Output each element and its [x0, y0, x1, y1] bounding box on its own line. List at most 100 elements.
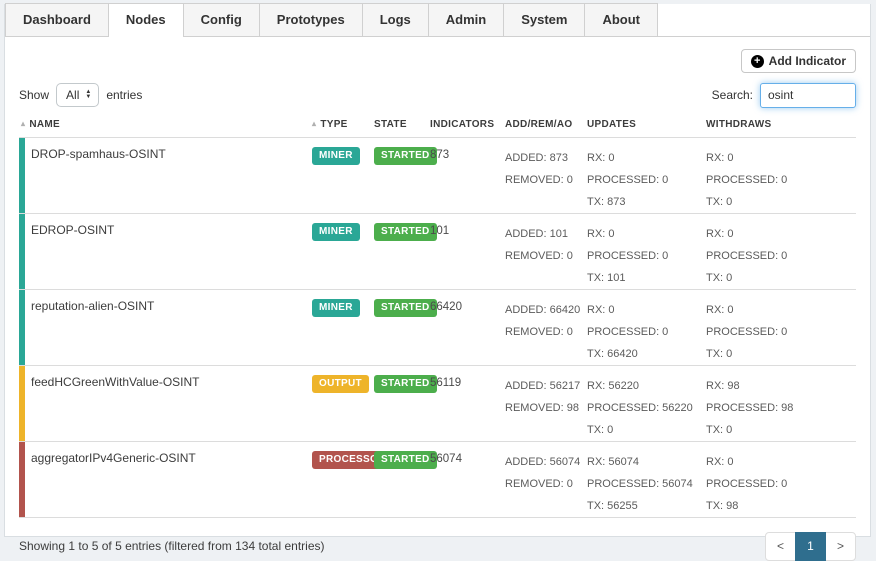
toolbar: + Add Indicator [19, 37, 856, 75]
withdraws-stat: PROCESSED: 98 [706, 402, 794, 414]
pagination-page-1-button[interactable]: 1 [795, 531, 826, 561]
node-type-color-bar [19, 442, 25, 517]
node-type-color-bar [19, 138, 25, 213]
column-header-indicators[interactable]: INDICATORS [430, 113, 505, 138]
withdraws-stat: PROCESSED: 0 [706, 250, 788, 262]
column-header-updates[interactable]: UPDATES [587, 113, 706, 138]
updates-stat: TX: 873 [587, 196, 626, 208]
pagination-prev-button[interactable]: < [765, 531, 796, 561]
column-label: ADD/REM/AO [505, 119, 573, 130]
node-name[interactable]: EDROP-OSINT [31, 223, 115, 237]
column-label: TYPE [320, 119, 348, 130]
withdraws-stat: TX: 0 [706, 424, 733, 436]
node-state-badge: STARTED [374, 299, 437, 317]
tab-logs[interactable]: Logs [361, 3, 429, 36]
indicators-count: 101 [430, 213, 505, 290]
nodes-table: ▴ NAME ▴ TYPE STATE INDICATORS ADD/REM/AO UPDAT… [19, 113, 856, 518]
add-rem-stat: REMOVED: 0 [505, 174, 573, 186]
table-footer: Showing 1 to 5 of 5 entries (filtered fr… [19, 531, 856, 561]
withdraws-stat: RX: 98 [706, 380, 740, 392]
add-indicator-label: Add Indicator [768, 54, 846, 68]
updates-stat: RX: 0 [587, 304, 615, 316]
column-header-name[interactable]: ▴ NAME [19, 113, 312, 138]
sort-asc-icon: ▴ [21, 119, 26, 128]
tab-config[interactable]: Config [182, 3, 260, 36]
add-rem-stat: ADDED: 66420 [505, 304, 581, 316]
column-label: NAME [29, 119, 60, 130]
tab-system[interactable]: System [503, 3, 586, 36]
column-header-withdraws[interactable]: WITHDRAWS [706, 113, 856, 138]
withdraws-stat: TX: 98 [706, 500, 739, 512]
column-header-state[interactable]: STATE [374, 113, 430, 138]
node-name[interactable]: feedHCGreenWithValue-OSINT [31, 375, 200, 389]
add-rem-stat: ADDED: 56074 [505, 456, 581, 468]
add-rem-stat: ADDED: 873 [505, 152, 568, 164]
page-length-value: All [66, 88, 80, 102]
updates-stat: RX: 0 [587, 228, 615, 240]
search-control: Search: [711, 82, 856, 108]
entries-label: entries [106, 88, 143, 102]
updates-stat: RX: 56220 [587, 380, 639, 392]
column-label: UPDATES [587, 119, 637, 130]
search-label: Search: [711, 88, 753, 102]
tab-prototypes[interactable]: Prototypes [258, 3, 363, 36]
node-name[interactable]: aggregatorIPv4Generic-OSINT [31, 451, 196, 465]
page-length-control: Show All ▲ ▼ entries [19, 83, 142, 107]
column-header-type[interactable]: ▴ TYPE [312, 113, 374, 138]
updates-stat: PROCESSED: 56074 [587, 478, 693, 490]
tab-dashboard[interactable]: Dashboard [5, 3, 109, 36]
updates-stat: PROCESSED: 0 [587, 174, 669, 186]
entries-summary: Showing 1 to 5 of 5 entries (filtered fr… [19, 539, 325, 553]
node-type-badge: PROCESSOR [312, 451, 393, 469]
table-row: reputation-alien-OSINT MINER STARTED 66420 A… [19, 289, 856, 366]
tab-about[interactable]: About [584, 3, 659, 36]
node-name[interactable]: reputation-alien-OSINT [31, 299, 155, 313]
add-rem-stat: REMOVED: 0 [505, 478, 573, 490]
table-row: aggregatorIPv4Generic-OSINT PROCESSOR STAR… [19, 441, 856, 518]
node-state-badge: STARTED [374, 223, 437, 241]
add-indicator-button[interactable]: + Add Indicator [740, 49, 856, 73]
node-type-badge: OUTPUT [312, 375, 369, 393]
column-header-add-rem-ao[interactable]: ADD/REM/AO [505, 113, 587, 138]
search-input[interactable] [760, 82, 856, 108]
updates-stat: TX: 101 [587, 272, 626, 284]
updates-stat: TX: 0 [587, 424, 614, 436]
page-length-select[interactable]: All ▲ ▼ [56, 83, 100, 107]
indicators-count: 56119 [430, 365, 505, 442]
node-state-badge: STARTED [374, 147, 437, 165]
plus-circle-icon: + [750, 54, 764, 68]
withdraws-stat: RX: 0 [706, 304, 734, 316]
tab-admin[interactable]: Admin [427, 3, 505, 36]
tab-nodes[interactable]: Nodes [107, 3, 184, 37]
updates-stat: TX: 56255 [587, 500, 638, 512]
node-state-badge: STARTED [374, 375, 437, 393]
column-label: STATE [374, 119, 407, 130]
table-row: EDROP-OSINT MINER STARTED 101 ADDED: 101 REMO… [19, 213, 856, 290]
withdraws-stat: TX: 0 [706, 196, 733, 208]
withdraws-stat: TX: 0 [706, 348, 733, 360]
add-rem-stat: REMOVED: 98 [505, 402, 579, 414]
withdraws-stat: RX: 0 [706, 456, 734, 468]
node-type-badge: MINER [312, 299, 360, 317]
node-type-color-bar [19, 290, 25, 365]
updates-stat: RX: 56074 [587, 456, 639, 468]
show-label: Show [19, 88, 50, 102]
withdraws-stat: RX: 0 [706, 152, 734, 164]
table-row: DROP-spamhaus-OSINT MINER STARTED 873 ADDED:… [19, 137, 856, 214]
updates-stat: PROCESSED: 0 [587, 250, 669, 262]
updates-stat: PROCESSED: 0 [587, 326, 669, 338]
node-type-badge: MINER [312, 147, 360, 165]
column-label: WITHDRAWS [706, 119, 772, 130]
sort-asc-icon: ▴ [312, 119, 317, 128]
add-rem-stat: REMOVED: 0 [505, 250, 573, 262]
column-label: INDICATORS [430, 119, 495, 130]
withdraws-stat: PROCESSED: 0 [706, 478, 788, 490]
node-name[interactable]: DROP-spamhaus-OSINT [31, 147, 166, 161]
table-header-row: ▴ NAME ▴ TYPE STATE INDICATORS ADD/REM/AO UPDAT… [19, 113, 856, 138]
add-rem-stat: ADDED: 56217 [505, 380, 581, 392]
withdraws-stat: TX: 0 [706, 272, 733, 284]
indicators-count: 873 [430, 137, 505, 214]
select-arrows-icon: ▲ ▼ [85, 89, 92, 100]
pagination: < 1 > [765, 531, 856, 561]
pagination-next-button[interactable]: > [825, 531, 856, 561]
